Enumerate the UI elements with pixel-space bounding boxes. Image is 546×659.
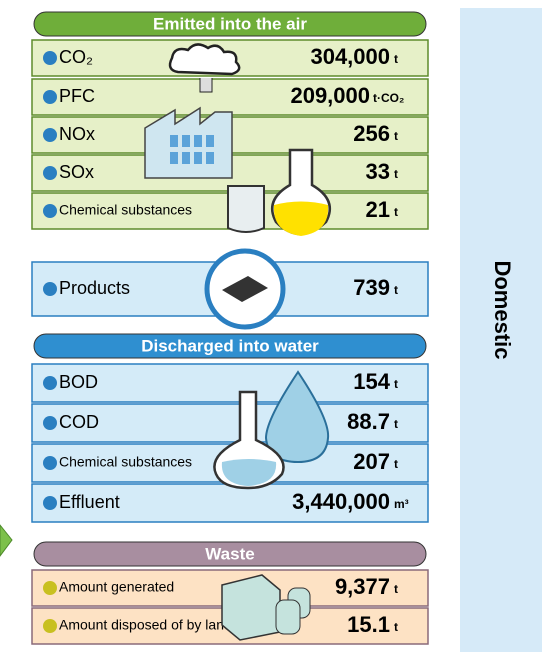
row-unit: t [394, 377, 398, 391]
section-title: Waste [205, 544, 254, 563]
row-unit: t [394, 457, 398, 471]
row-value: 154 [353, 369, 390, 394]
bullet [43, 128, 57, 142]
row-unit: t [394, 620, 398, 634]
row-unit: t [394, 167, 398, 181]
arrow [0, 525, 12, 556]
flask-liquid [274, 202, 328, 237]
row-label: Chemical substances [59, 454, 192, 470]
row-value: 3,440,000 [292, 489, 390, 514]
row-label: Chemical substances [59, 202, 192, 218]
row-value: 88.7 [347, 409, 390, 434]
section-title: Emitted into the air [153, 14, 307, 33]
row-label: Amount generated [59, 579, 174, 595]
row-value: 256 [353, 121, 390, 146]
bullet [43, 51, 57, 65]
bullet [43, 282, 57, 296]
bullet [43, 416, 57, 430]
row-unit: t [394, 52, 398, 66]
beaker [228, 186, 264, 232]
row-unit: t [394, 417, 398, 431]
block [222, 575, 280, 640]
row-value: 304,000 [310, 44, 390, 69]
row-value: 207 [353, 449, 390, 474]
bullet [43, 456, 57, 470]
row-label: Products [59, 278, 130, 298]
row-unit: t·CO₂ [373, 91, 404, 105]
row-label: Amount disposed of by landfill [59, 617, 245, 633]
row-unit: t [394, 129, 398, 143]
row-unit: t [394, 283, 398, 297]
row-label: Effluent [59, 492, 120, 512]
row-unit: m³ [394, 497, 409, 511]
row-value: 33 [366, 159, 390, 184]
infographic: Domestic Emitted into the air CO₂ 304,000 t… [0, 0, 546, 659]
row-unit: t [394, 582, 398, 596]
bullet [43, 496, 57, 510]
bullet [43, 166, 57, 180]
row-value: 9,377 [335, 574, 390, 599]
bullet [43, 376, 57, 390]
row-value: 15.1 [347, 612, 390, 637]
cylinder [276, 600, 300, 634]
row-label: NOx [59, 124, 95, 144]
bullet [43, 619, 57, 633]
row-label: PFC [59, 86, 95, 106]
row-label: BOD [59, 372, 98, 392]
bullet [43, 581, 57, 595]
sections: Emitted into the air CO₂ 304,000 t PFC 209,00… [32, 12, 428, 644]
bullet [43, 204, 57, 218]
row-value: 739 [353, 275, 390, 300]
row-value: 21 [366, 197, 390, 222]
row-label: CO₂ [59, 47, 93, 67]
row-value: 209,000 [290, 83, 370, 108]
bullet [43, 90, 57, 104]
row-label: SOx [59, 162, 94, 182]
section-title: Discharged into water [141, 336, 319, 355]
chimney [200, 78, 212, 92]
side-label: Domestic [490, 260, 515, 359]
row-label: COD [59, 412, 99, 432]
row-unit: t [394, 205, 398, 219]
